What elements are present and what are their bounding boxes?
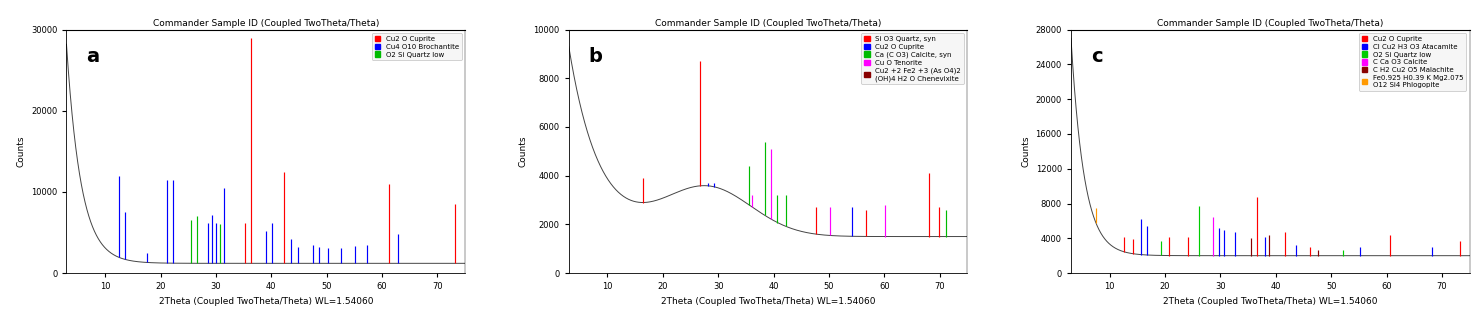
Legend: Si O3 Quartz, syn, Cu2 O Cuprite, Ca (C O3) Calcite, syn, Cu O Tenorite, Cu2 +2 : Si O3 Quartz, syn, Cu2 O Cuprite, Ca (C … [861,33,964,84]
Y-axis label: Counts: Counts [1021,136,1029,167]
Legend: Cu2 O Cuprite, Cu4 O10 Brochantite, O2 Si Quartz low: Cu2 O Cuprite, Cu4 O10 Brochantite, O2 S… [372,33,462,60]
Title: Commander Sample ID (Coupled TwoTheta/Theta): Commander Sample ID (Coupled TwoTheta/Th… [1156,19,1384,28]
Text: b: b [589,47,603,66]
Text: a: a [86,47,99,66]
X-axis label: 2Theta (Coupled TwoTheta/Theta) WL=1.54060: 2Theta (Coupled TwoTheta/Theta) WL=1.540… [158,297,374,306]
Title: Commander Sample ID (Coupled TwoTheta/Theta): Commander Sample ID (Coupled TwoTheta/Th… [152,19,380,28]
X-axis label: 2Theta (Coupled TwoTheta/Theta) WL=1.54060: 2Theta (Coupled TwoTheta/Theta) WL=1.540… [1162,297,1378,306]
Text: c: c [1092,47,1102,66]
Y-axis label: Counts: Counts [16,136,25,167]
Legend: Cu2 O Cuprite, Cl Cu2 H3 O3 Atacamite, O2 Si Quartz low, C Ca O3 Calcite, C H2 C: Cu2 O Cuprite, Cl Cu2 H3 O3 Atacamite, O… [1359,33,1467,91]
X-axis label: 2Theta (Coupled TwoTheta/Theta) WL=1.54060: 2Theta (Coupled TwoTheta/Theta) WL=1.540… [660,297,876,306]
Y-axis label: Counts: Counts [518,136,527,167]
Title: Commander Sample ID (Coupled TwoTheta/Theta): Commander Sample ID (Coupled TwoTheta/Th… [654,19,882,28]
